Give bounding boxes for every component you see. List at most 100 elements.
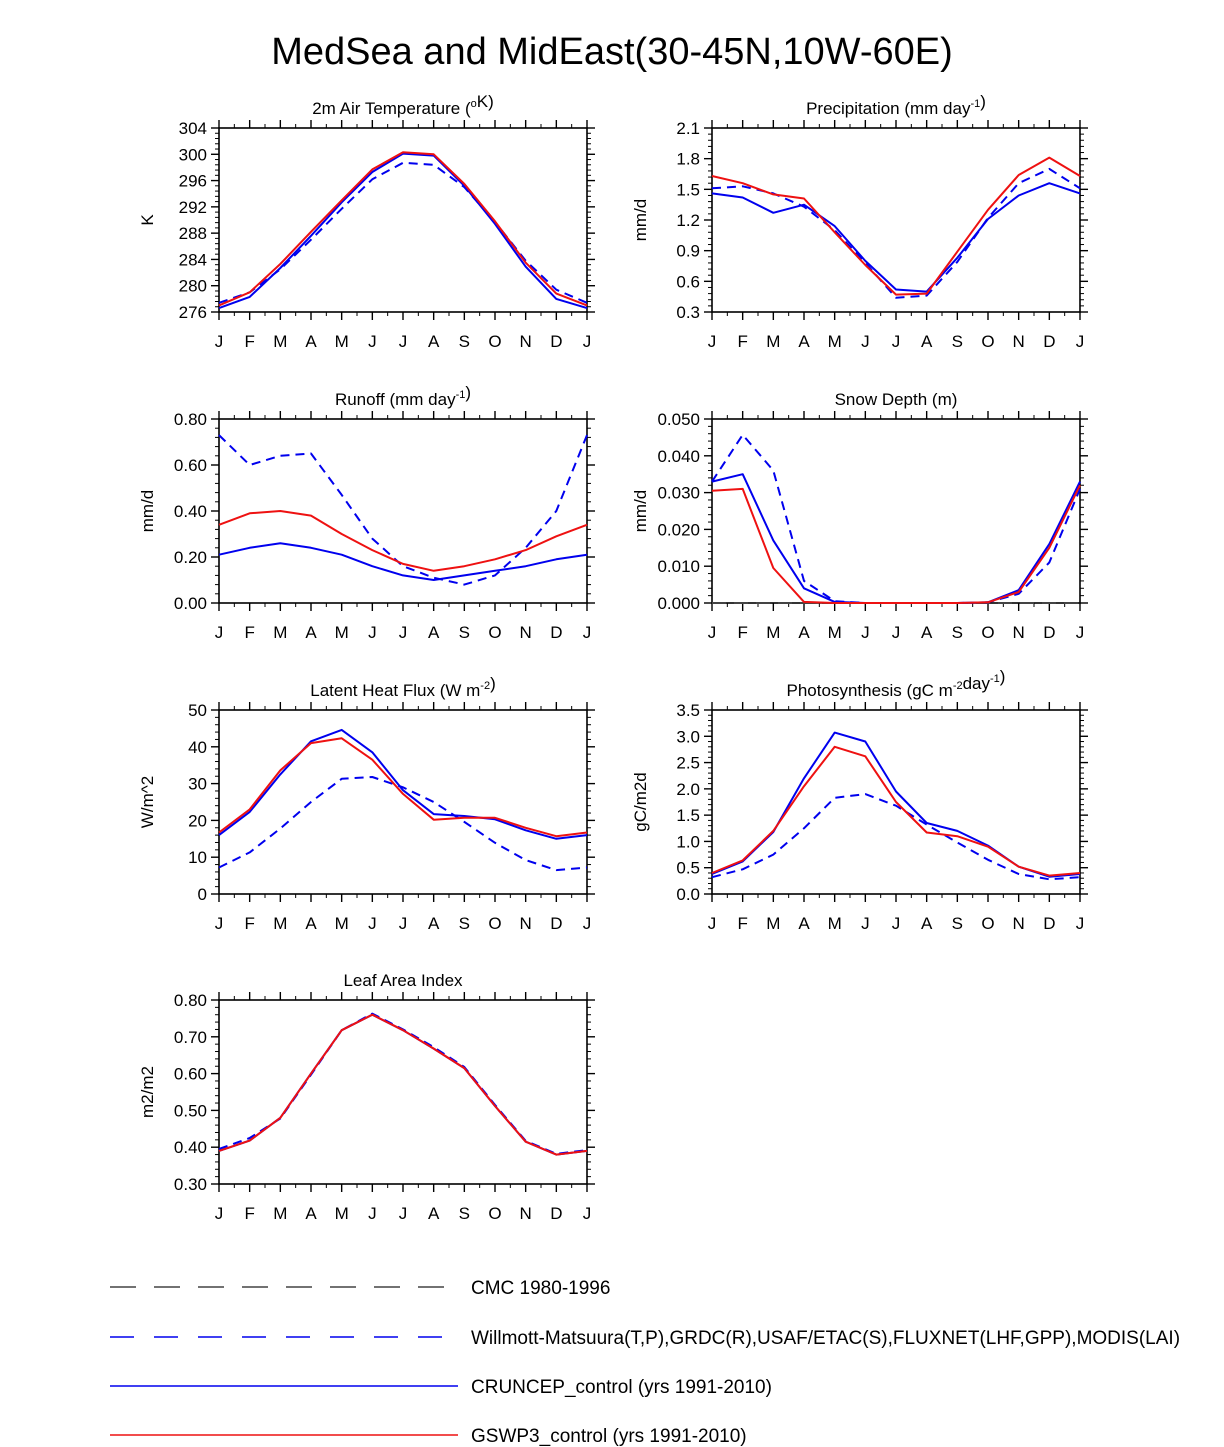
x-tick-label: J	[708, 623, 717, 642]
series-line-willmott-matsuura	[218, 434, 588, 586]
x-tick-label: D	[1043, 914, 1055, 933]
series-line-gswp3-control	[218, 1013, 588, 1156]
series-line-gswp3-control	[711, 745, 1081, 877]
y-axis-label: gC/m2d	[631, 772, 650, 832]
x-tick-label: J	[861, 332, 870, 351]
x-tick-label: J	[583, 623, 592, 642]
chart-panels: J F M A M J J A S O N D J276280284288292296300304K2m…	[138, 92, 1088, 1223]
y-tick-label: 2.5	[676, 754, 700, 773]
panel-title: Runoff (mm day-1)	[335, 383, 471, 409]
legend-label-1: CMC 1980-1996	[471, 1278, 610, 1299]
y-tick-label: 0.30	[174, 1175, 207, 1194]
x-tick-label: D	[550, 1204, 562, 1223]
x-tick-label: A	[428, 623, 440, 642]
x-tick-label: A	[798, 914, 810, 933]
y-tick-label: 300	[179, 145, 207, 164]
x-tick-label: M	[766, 914, 780, 933]
x-tick-label: M	[335, 623, 349, 642]
x-tick-label: F	[244, 914, 254, 933]
chart-panel-4: J F M A M J J A S O N D J0.0000.0100.0200.0300.0400.…	[631, 390, 1088, 642]
x-tick-label: J	[1076, 623, 1085, 642]
x-tick-label: D	[550, 914, 562, 933]
y-tick-label: 0.40	[174, 1138, 207, 1157]
x-tick-label: F	[737, 332, 747, 351]
x-tick-label: J	[215, 1204, 224, 1223]
y-tick-label: 3.0	[676, 727, 700, 746]
y-tick-label: 0.50	[174, 1101, 207, 1120]
y-axis-label: mm/d	[631, 199, 650, 242]
series-line-willmott-matsuura	[218, 161, 588, 304]
y-tick-label: 20	[188, 811, 207, 830]
y-tick-label: 0.00	[174, 594, 207, 613]
x-tick-label: J	[892, 332, 901, 351]
x-tick-label: F	[244, 623, 254, 642]
y-axis-label: mm/d	[631, 490, 650, 533]
x-tick-label: M	[828, 332, 842, 351]
panel-title: 2m Air Temperature (oK)	[312, 92, 494, 118]
x-tick-label: J	[708, 332, 717, 351]
y-tick-label: 296	[179, 172, 207, 191]
y-tick-label: 1.5	[676, 180, 700, 199]
x-tick-label: A	[305, 623, 317, 642]
x-tick-label: N	[1013, 623, 1025, 642]
series-line-gswp3-control	[218, 737, 588, 838]
y-tick-label: 304	[179, 119, 207, 138]
x-tick-label: J	[215, 623, 224, 642]
x-tick-label: S	[952, 332, 963, 351]
y-tick-label: 10	[188, 848, 207, 867]
x-tick-label: J	[892, 914, 901, 933]
chart-panel-7: J F M A M J J A S O N D J0.300.400.500.600.700.80m2/…	[138, 971, 595, 1223]
x-tick-label: N	[520, 332, 532, 351]
y-tick-label: 0	[198, 885, 207, 904]
plot-frame	[218, 999, 588, 1185]
y-axis-label: K	[138, 214, 157, 226]
legend: CMC 1980-1996 Willmott-Matsuura(T,P),GRDC…	[110, 1278, 1180, 1447]
x-tick-label: J	[892, 623, 901, 642]
series-line-gswp3-control	[711, 156, 1081, 296]
y-tick-label: 0.3	[676, 303, 700, 322]
x-tick-label: J	[399, 623, 408, 642]
y-tick-label: 288	[179, 224, 207, 243]
x-tick-label: J	[583, 332, 592, 351]
x-tick-label: M	[273, 332, 287, 351]
plot-frame	[711, 418, 1081, 604]
series-line-cruncep-control	[218, 152, 588, 310]
y-tick-label: 0.60	[174, 456, 207, 475]
x-tick-label: O	[981, 914, 994, 933]
x-tick-label: A	[428, 914, 440, 933]
x-tick-label: N	[520, 623, 532, 642]
x-tick-label: M	[828, 914, 842, 933]
y-tick-label: 0.0	[676, 885, 700, 904]
y-tick-label: 280	[179, 277, 207, 296]
y-tick-label: 1.8	[676, 150, 700, 169]
x-tick-label: M	[273, 623, 287, 642]
x-tick-label: S	[459, 623, 470, 642]
series-line-cruncep-control	[218, 542, 588, 581]
x-tick-label: M	[766, 623, 780, 642]
x-tick-label: J	[399, 332, 408, 351]
chart-panel-3: J F M A M J J A S O N D J0.000.200.400.600.80mm/dRun…	[138, 383, 595, 642]
x-tick-label: A	[305, 332, 317, 351]
plot-frame	[218, 127, 588, 313]
chart-panel-2: J F M A M J J A S O N D J0.30.60.91.21.51.82.1mm/dPr…	[631, 92, 1088, 351]
panel-title: Precipitation (mm day-1)	[806, 92, 986, 118]
legend-label-2: Willmott-Matsuura(T,P),GRDC(R),USAF/ETAC…	[471, 1328, 1180, 1349]
x-tick-label: A	[305, 1204, 317, 1223]
x-tick-label: A	[428, 1204, 440, 1223]
series-line-cruncep-control	[218, 1013, 588, 1156]
x-tick-label: O	[981, 623, 994, 642]
x-tick-label: M	[273, 1204, 287, 1223]
panel-title: Snow Depth (m)	[835, 390, 958, 409]
x-tick-label: N	[520, 1204, 532, 1223]
series-line-willmott-matsuura	[711, 433, 1081, 604]
series-line-willmott-matsuura	[711, 167, 1081, 299]
x-tick-label: M	[335, 914, 349, 933]
x-tick-label: J	[708, 914, 717, 933]
plot-frame	[711, 127, 1081, 313]
y-tick-label: 0.050	[657, 410, 700, 429]
x-tick-label: J	[1076, 914, 1085, 933]
x-tick-label: M	[828, 623, 842, 642]
y-tick-label: 3.5	[676, 701, 700, 720]
x-tick-label: A	[428, 332, 440, 351]
